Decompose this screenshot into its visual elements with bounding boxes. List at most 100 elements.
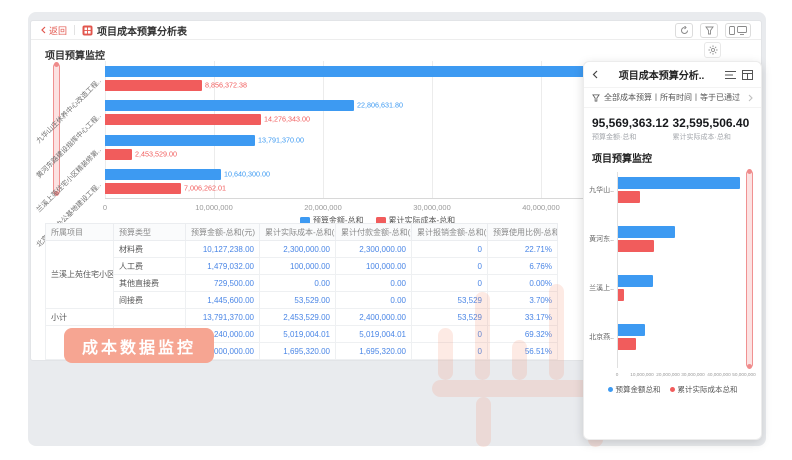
grid-view-icon[interactable] [742,69,753,80]
budget-bar[interactable] [105,134,256,146]
page-title: 项目成本预算分析表 [82,23,187,38]
table-row: 兰溪上苑住宅小区精装修第...材料费10,127,238.002,300,000… [45,240,558,309]
value-cell: 1,479,032.00 [185,257,260,275]
chart-category-group: 兰溪上苑住宅小区精装修第.. 13,791,370.00 2,453,529.00 [36,130,650,214]
value-cell: 0 [411,240,488,258]
table-row: 间接费 1,445,600.00 53,529.00 0.00 53,529 3.70% [46,291,558,309]
filter-button[interactable] [700,22,718,38]
mobile-title: 项目成本预算分析.. [618,71,705,82]
bar-row: 2,453,529.00 [105,148,650,160]
bar-row [618,289,744,301]
budget-bar[interactable] [105,100,354,111]
bar-row: 13,791,370.00 [105,134,650,146]
back-button[interactable]: 返回 [41,24,67,37]
funnel-icon [592,93,600,102]
bar-value-label: 14,276,343.00 [263,115,310,124]
mobile-chart-scrollbar[interactable] [746,169,753,369]
mobile-filter-bar[interactable]: 全部成本预算丨所有时间丨等于已通过 [584,87,761,108]
legend-swatch [299,217,310,224]
actual-cost-bar[interactable] [105,114,261,125]
bar-row [618,226,744,238]
value-cell: 0.00% [487,274,558,292]
bar-row [618,191,744,203]
refresh-button[interactable] [675,22,693,38]
chart-category-group: 北京燕郊办公基地建设工程.. 10,640,300.00 7,006,262.01 [36,165,650,249]
value-cell: 1,695,320.00 [335,342,412,360]
value-cell: 2,300,000.00 [259,240,336,258]
dashboard-icon [82,25,93,36]
value-cell: 10,127,238.00 [185,240,260,258]
axis-tick-label: 0 [615,372,619,378]
legend-label: 预算金额总和 [615,385,661,394]
legend-label: 累计实际成本总和 [677,385,738,394]
chart-settings-button[interactable] [704,42,721,58]
phone-icon [729,25,735,35]
kpi-actual-cost: 32,595,506.40 累计实际成本·总和 [673,116,754,142]
table-column-header: 累计实际成本-总和(元) [259,223,336,241]
category-label: 兰溪上.. [589,285,614,292]
back-chevron-icon[interactable] [592,70,598,79]
actual-cost-bar[interactable] [105,183,182,194]
budget-bar[interactable] [105,65,632,77]
chart-datazoom-slider[interactable] [53,62,60,196]
chart-category-group: 九华山.. [589,172,744,221]
monitor-icon [737,25,747,35]
axis-tick-label: 20,000,000 [656,372,680,378]
legend-item[interactable]: 预算金额-总和 [299,215,364,226]
value-cell: 2,300,000.00 [335,240,412,258]
desktop-plot: 九华山庄休养中心改造工程.. 8,856,372.38 黄河东路建设指挥中心工程..… [36,61,651,249]
actual-cost-bar[interactable] [618,240,654,252]
kpi-value: 32,595,506.40 [672,116,750,130]
budget-type-cell: 材料费 [113,240,186,258]
legend-item[interactable]: 预算金额总和 [607,384,661,395]
mobile-plot: 九华山.. 黄河东.. 兰溪上.. 北京燕.. [589,172,744,368]
value-cell: 729,500.00 [185,274,260,292]
chart-category-group: 黄河东路建设指挥中心工程.. 22,806,631.80 14,276,343.00 [36,96,650,180]
legend-item[interactable]: 累计实际成本-总和 [375,215,455,226]
bar-value-label: 2,453,529.00 [134,149,177,159]
value-cell: 33.17% [487,308,558,326]
category-label: 兰溪上苑住宅小区精装修第.. [35,147,103,215]
device-preview-button[interactable] [725,22,751,38]
value-cell: 0.00 [259,274,336,292]
actual-cost-bar[interactable] [618,338,636,350]
kpi-label: 预算金额·总和 [592,134,637,141]
legend-item[interactable]: 累计实际成本总和 [669,384,738,395]
actual-cost-bar[interactable] [618,191,641,203]
window-topbar: 返回 项目成本预算分析表 [31,21,761,40]
axis-tick-label: 0 [102,203,108,212]
budget-bar[interactable] [618,226,676,238]
chevron-right-icon [748,94,753,102]
chart-legend: 预算金额-总和 累计实际成本-总和 [105,215,650,226]
actual-cost-bar[interactable] [105,79,202,91]
value-cell: 53,529 [411,308,488,326]
section-title: 项目预算监控 [45,51,105,62]
gridline [214,61,215,198]
value-cell: 0.00 [335,274,412,292]
actual-cost-bar[interactable] [618,289,625,301]
project-cell: 兰溪上苑住宅小区精装修第... [45,240,114,309]
budget-bar[interactable] [618,324,645,336]
value-cell: 1,445,600.00 [185,291,260,309]
actual-cost-bar[interactable] [105,148,132,160]
value-cell: 69.32% [487,325,558,343]
value-cell: 0 [411,257,488,275]
budget-bar-chart: 九华山庄休养中心改造工程.. 8,856,372.38 黄河东路建设指挥中心工程..… [36,61,749,249]
legend-swatch [375,217,386,224]
budget-bar[interactable] [618,177,740,189]
x-axis-ticks: 0 10,000,000 20,000,000 30,000,000 40,000,00… [102,203,669,213]
bar-value-label: 13,791,370.00 [258,135,305,145]
table-row: 人工费 1,479,032.00 100,000.00 100,000.00 0 6.76… [46,257,558,275]
budget-bar[interactable] [618,275,653,287]
table-column-header: 所属项目 [45,223,114,241]
list-view-icon[interactable] [725,70,736,80]
bar-row: 7,006,262.01 [105,183,650,194]
table-row: 其他直接费 729,500.00 0.00 0.00 0 0.00% [46,274,558,292]
axis-tick-label: 20,000,000 [304,203,342,212]
topbar-divider [74,25,76,35]
gear-icon [707,45,718,55]
value-cell: 3.70% [487,291,558,309]
budget-bar[interactable] [105,169,221,180]
value-cell: 100,000.00 [335,257,412,275]
value-cell: 56.51% [487,342,558,360]
